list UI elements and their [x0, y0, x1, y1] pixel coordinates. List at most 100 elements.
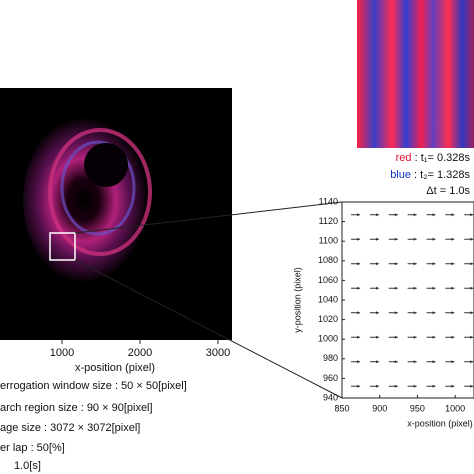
vector	[407, 335, 417, 339]
flow-pattern	[23, 108, 167, 292]
x-tick-label: 2000	[128, 347, 152, 359]
vector	[369, 213, 379, 217]
vector	[445, 384, 455, 388]
vector	[351, 286, 361, 290]
vector-head	[357, 237, 361, 241]
legend-label: red	[396, 152, 412, 164]
vector-head	[451, 237, 455, 241]
vector	[388, 213, 398, 217]
vector-head	[432, 311, 436, 315]
vector-head	[413, 360, 417, 364]
parameter: 1.0[s]	[14, 460, 41, 472]
y-tick-label: 960	[323, 373, 338, 383]
legend-entry: red : t₁= 0.328s	[396, 152, 471, 164]
vector	[407, 286, 417, 290]
legend-entry: Δt = 1.0s	[426, 185, 470, 197]
legend-label: blue	[390, 169, 411, 181]
vector	[426, 237, 436, 241]
plot-area	[341, 201, 474, 399]
vector	[426, 360, 436, 364]
legend-text: : t₁= 0.328s	[412, 152, 471, 164]
vector-head	[451, 360, 455, 364]
vector	[464, 262, 474, 266]
y-tick-label: 940	[323, 392, 338, 402]
y-tick-label: 1020	[318, 314, 338, 324]
vector	[426, 311, 436, 315]
y-tick-label: 1080	[318, 255, 338, 265]
vector-head	[375, 335, 379, 339]
vector	[388, 335, 398, 339]
vector-head	[451, 286, 455, 290]
vector	[407, 360, 417, 364]
vector-head	[470, 335, 474, 339]
vector	[388, 237, 398, 241]
vector	[369, 262, 379, 266]
x-axis-label: x-position (pixel)	[75, 362, 155, 374]
vector	[351, 262, 361, 266]
vector	[351, 237, 361, 241]
vector-head	[470, 213, 474, 217]
vector-head	[394, 213, 398, 217]
vector	[464, 384, 474, 388]
vector-head	[470, 262, 474, 266]
vector	[464, 360, 474, 364]
center-hole	[84, 143, 128, 187]
x-tick-label: 1000	[50, 347, 74, 359]
ring	[48, 128, 152, 256]
parameter: age size : 3072 × 3072[pixel]	[0, 422, 140, 434]
x-tick-label: 3000	[206, 347, 230, 359]
vector-head	[470, 237, 474, 241]
vector	[445, 237, 455, 241]
vector	[407, 262, 417, 266]
legend-entry: blue : t₂= 1.328s	[390, 169, 470, 181]
vector	[464, 213, 474, 217]
vector-head	[451, 262, 455, 266]
vector-head	[432, 384, 436, 388]
vector	[369, 311, 379, 315]
vector-head	[357, 286, 361, 290]
vector	[445, 262, 455, 266]
vector-head	[451, 384, 455, 388]
vector	[388, 360, 398, 364]
vector	[351, 360, 361, 364]
vector-head	[413, 335, 417, 339]
vector	[407, 384, 417, 388]
zoom-box	[49, 232, 76, 261]
vector-head	[357, 360, 361, 364]
vector-head	[394, 286, 398, 290]
vector	[445, 360, 455, 364]
vector-head	[432, 237, 436, 241]
vector-head	[357, 213, 361, 217]
vector	[445, 213, 455, 217]
y-tick-label: 1040	[318, 294, 338, 304]
vector-head	[375, 311, 379, 315]
vector-head	[394, 237, 398, 241]
vector-head	[375, 237, 379, 241]
vector-head	[413, 237, 417, 241]
vector	[445, 286, 455, 290]
vector	[407, 237, 417, 241]
vector-head	[357, 384, 361, 388]
legend-text: Δt = 1.0s	[426, 185, 470, 197]
y-tick-label: 1100	[319, 236, 338, 246]
vector-head	[470, 384, 474, 388]
vector-head	[357, 335, 361, 339]
vector-head	[451, 335, 455, 339]
vector	[388, 311, 398, 315]
vector-head	[394, 384, 398, 388]
x-tick-label: 850	[334, 403, 349, 413]
legend-text: : t₂= 1.328s	[411, 169, 471, 181]
vector	[464, 237, 474, 241]
vector	[369, 360, 379, 364]
y-axis-label: y-position (pixel)	[292, 267, 302, 333]
vector-head	[432, 213, 436, 217]
vector-head	[375, 262, 379, 266]
vector	[388, 286, 398, 290]
x-tick-label: 900	[372, 403, 387, 413]
vector	[369, 335, 379, 339]
vector	[464, 311, 474, 315]
vector-head	[413, 384, 417, 388]
vector	[464, 335, 474, 339]
ring	[60, 140, 136, 236]
vector	[426, 335, 436, 339]
